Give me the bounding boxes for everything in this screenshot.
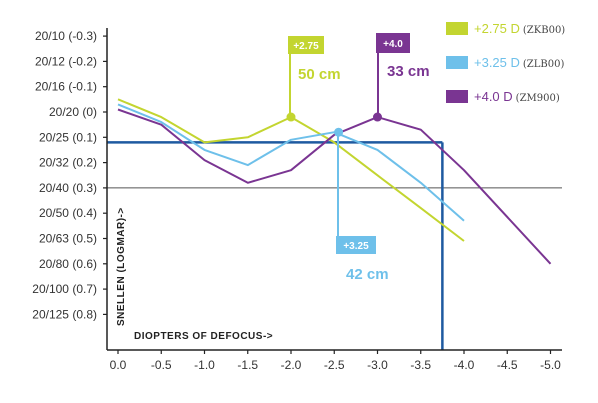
legend-series-label: +2.75 D (ZKB00) xyxy=(474,21,565,36)
callout-tag-box xyxy=(336,236,376,254)
y-tick-label: 20/63 (0.5) xyxy=(39,232,97,246)
y-tick-label: 20/125 (0.8) xyxy=(32,307,97,321)
callout-tag-label: +3.25 xyxy=(343,241,369,252)
y-tick-label: 20/100 (0.7) xyxy=(32,282,97,296)
y-tick-label: 20/25 (0.1) xyxy=(39,130,97,144)
x-tick-label: 0.0 xyxy=(110,358,127,372)
legend-series-code: (ZM900) xyxy=(516,93,560,104)
x-tick-label: -3.0 xyxy=(367,358,388,372)
callout-point-marker xyxy=(373,112,382,122)
legend-series-label: +3.25 D (ZLB00) xyxy=(474,55,564,70)
legend-layer: +2.75 D (ZKB00) +3.25 D (ZLB00) +4.0 D (ZM900… xyxy=(446,21,565,104)
reference-layer xyxy=(107,141,562,350)
x-tick-label: -4.5 xyxy=(497,358,518,372)
x-tick-label: -2.5 xyxy=(324,358,345,372)
legend-swatch xyxy=(446,90,468,103)
callout-distance-label: 42 cm xyxy=(346,266,389,283)
x-axis-label: DIOPTERS OF DEFOCUS-> xyxy=(134,331,273,342)
callout-tag-label: +4.0 xyxy=(383,39,403,50)
x-tick-label: -1.0 xyxy=(194,358,215,372)
x-tick-label: -1.5 xyxy=(237,358,258,372)
legend-series-code: (ZKB00) xyxy=(523,25,565,36)
callout-distance-label: 50 cm xyxy=(298,66,341,83)
y-tick-label: 20/40 (0.3) xyxy=(39,181,97,195)
y-tick-label: 20/16 (-0.1) xyxy=(35,80,97,94)
x-tick-label: -5.0 xyxy=(540,358,561,372)
x-tick-label: -4.0 xyxy=(454,358,475,372)
x-tick-label: -3.5 xyxy=(410,358,431,372)
callout-point-marker xyxy=(334,127,344,137)
x-tick-label: -2.0 xyxy=(281,358,302,372)
y-tick-label: 20/20 (0) xyxy=(49,105,97,119)
callout-tag-label: +2.75 xyxy=(293,41,319,52)
y-tick-label: 20/32 (0.2) xyxy=(39,156,97,170)
legend-swatch xyxy=(446,22,468,35)
axes-layer: 20/10 (-0.3) 20/12 (-0.2) 20/16 (-0.1) 20/2… xyxy=(32,28,562,372)
legend-series-code: (ZLB00) xyxy=(523,59,565,70)
series-line-3 xyxy=(117,108,552,265)
y-tick-label: 20/80 (0.6) xyxy=(39,257,97,271)
x-tick-label: -0.5 xyxy=(151,358,172,372)
series-line-2 xyxy=(117,103,465,222)
legend-swatch xyxy=(446,56,468,69)
y-tick-label: 20/10 (-0.3) xyxy=(35,29,97,43)
callout-distance-label: 33 cm xyxy=(387,63,430,80)
y-tick-label: 20/50 (0.4) xyxy=(39,206,97,220)
series-layer xyxy=(117,98,552,265)
callout-tag-box xyxy=(376,33,410,53)
callout-tag-box xyxy=(288,36,324,54)
y-axis-label: SNELLEN (LOGMAR)-> xyxy=(116,207,127,326)
legend-series-label: +4.0 D (ZM900) xyxy=(474,89,560,104)
callout-point-marker xyxy=(286,112,296,122)
callouts-layer: +2.75 50 cm +3.25 42 cm +4.0 33 cm xyxy=(286,33,430,283)
y-tick-label: 20/12 (-0.2) xyxy=(35,54,97,68)
